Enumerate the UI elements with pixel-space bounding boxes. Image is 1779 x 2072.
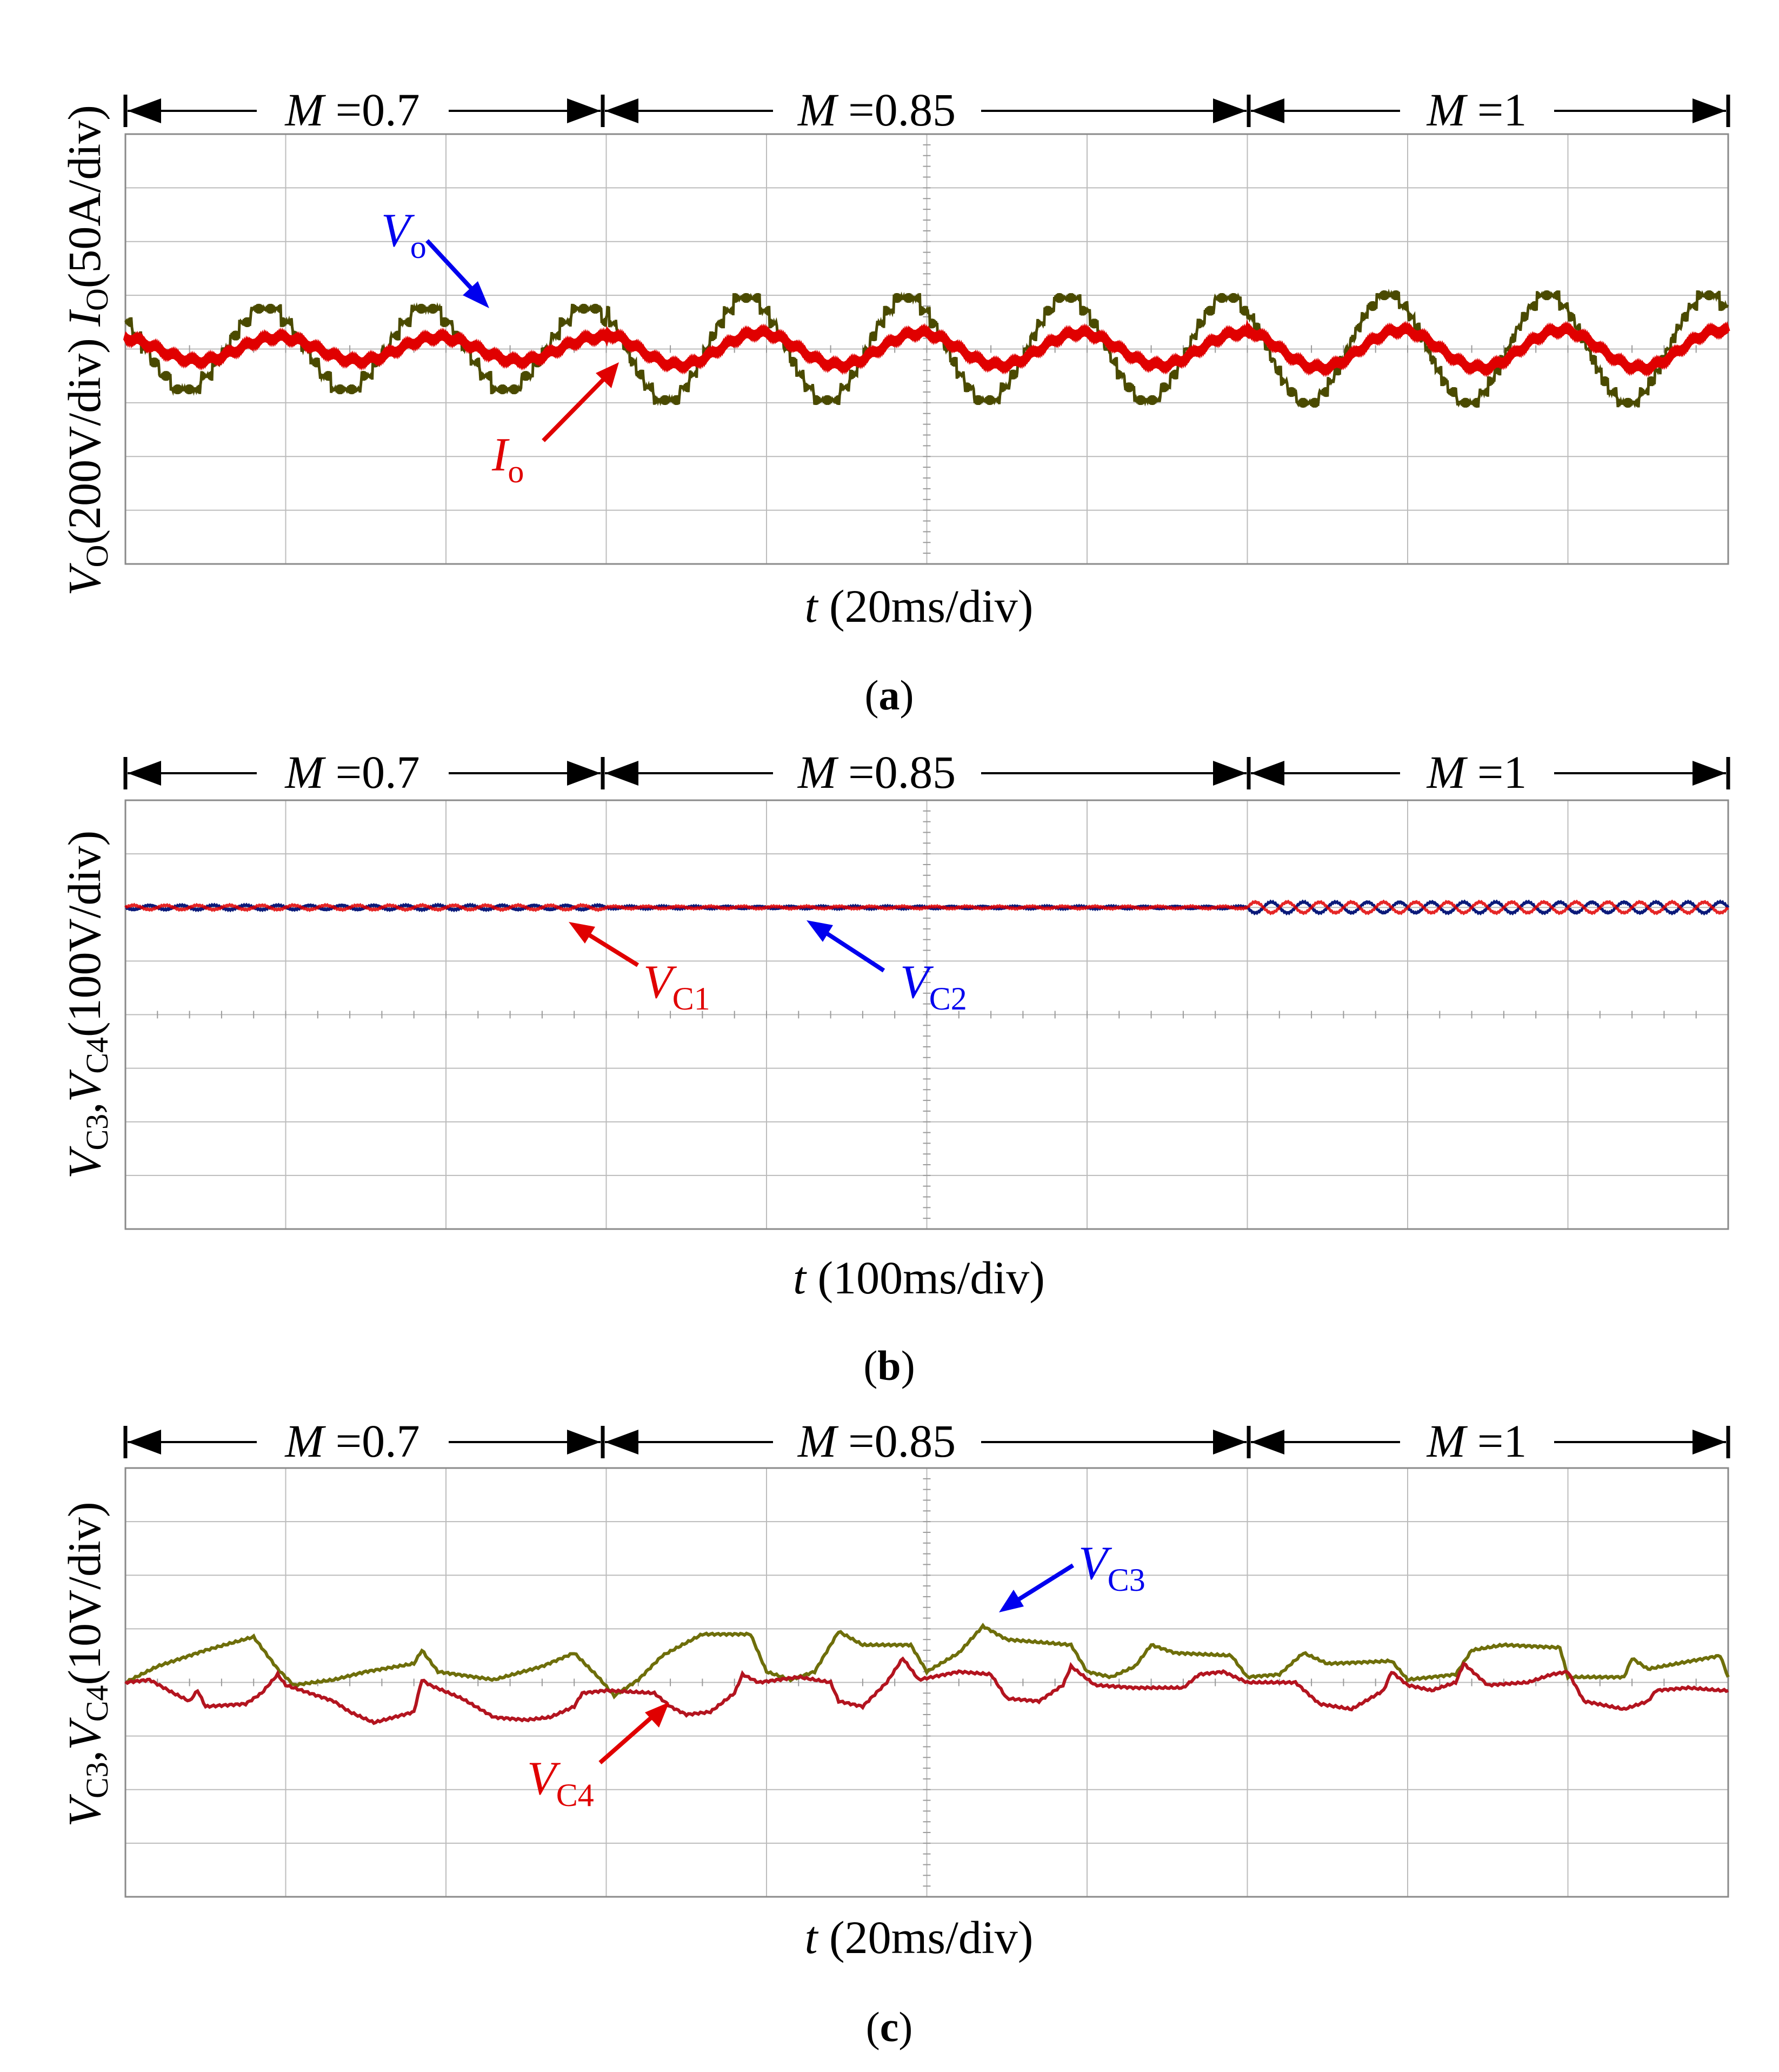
annotation-vc2-arrow	[820, 928, 885, 973]
plot-traces	[123, 288, 1730, 408]
segment-label-2: M =0.85	[797, 746, 956, 798]
arrowhead-left	[1251, 98, 1284, 123]
segment-header: M =0.7 M =0.85 M =1	[123, 1415, 1730, 1467]
arrowhead-left	[605, 98, 638, 123]
arrowhead-right	[1213, 98, 1247, 123]
arrowhead-right	[567, 98, 601, 123]
y-axis-label: VC3,VC4(10V/div)	[58, 1502, 115, 1827]
segment-label-1: M =0.7	[284, 84, 419, 136]
plot-frame	[124, 133, 1729, 565]
series-vo-line	[124, 288, 1729, 408]
annotation-io-label: Io	[491, 429, 524, 489]
annotation-vc4: VC4	[527, 1702, 669, 1813]
arrowhead-left	[1251, 761, 1284, 786]
panel-a-oscillogram: M =0.7 M =0.85 M =1 Vo Io VO(200V/div)	[58, 84, 1730, 719]
arrowhead	[569, 922, 595, 944]
y-axis-label: VO(200V/div) IO(50A/div)	[58, 105, 115, 596]
series-vc4-line	[124, 1656, 1729, 1725]
segment-label-2: M =0.85	[797, 84, 956, 136]
arrowhead-left	[128, 1430, 161, 1455]
arrowhead-left	[1251, 1430, 1284, 1455]
arrowhead-left	[605, 1430, 638, 1455]
annotation-vc3-arrow	[1014, 1563, 1075, 1604]
segment-label-1: M =0.7	[284, 746, 419, 798]
arrowhead-left	[128, 761, 161, 786]
segment-label-3: M =1	[1426, 746, 1527, 798]
x-axis-label: t (20ms/div)	[805, 1911, 1034, 1963]
panel-b-oscillogram: M =0.7 M =0.85 M =1 VC1 VC2 VC3,VC4(100V…	[58, 746, 1730, 1389]
arrowhead-left	[128, 98, 161, 123]
annotation-vc3-label: VC3	[1078, 1537, 1145, 1598]
arrowhead-right	[1213, 1430, 1247, 1455]
annotation-vc3: VC3	[999, 1537, 1145, 1612]
caption-a: (a)	[865, 672, 914, 719]
annotation-vc2-label: VC2	[900, 956, 967, 1017]
arrowhead-right	[1213, 761, 1247, 786]
annotation-vc1-arrow	[582, 929, 639, 967]
segment-label-3: M =1	[1426, 84, 1527, 136]
plot-frame	[124, 799, 1729, 1230]
segment-header: M =0.7 M =0.85 M =1	[123, 84, 1730, 136]
plot-grid	[124, 1467, 1729, 1898]
plot-traces	[124, 899, 1730, 916]
y-axis-label: VC3,VC4(100V/div)	[58, 831, 115, 1179]
annotation-vc1: VC1	[569, 922, 710, 1017]
caption-c: (c)	[866, 2003, 913, 2050]
arrowhead	[596, 362, 619, 388]
annotation-vc4-arrow	[598, 1713, 656, 1765]
segment-label-2: M =0.85	[797, 1415, 956, 1467]
arrowhead	[807, 920, 833, 942]
x-axis-label: t (20ms/div)	[805, 580, 1034, 632]
plot-traces	[124, 1622, 1730, 1725]
series-io-line	[123, 319, 1730, 377]
segment-label-1: M =0.7	[284, 1415, 419, 1467]
series-vc1-line	[124, 899, 1729, 915]
panel-c-oscillogram: M =0.7 M =0.85 M =1 VC3 VC4 VC3,VC4(10V/…	[58, 1415, 1730, 2050]
arrowhead	[645, 1702, 669, 1728]
annotation-vo-label: Vo	[381, 204, 427, 265]
arrowhead-right	[567, 1430, 601, 1455]
arrowhead-right	[1693, 761, 1726, 786]
plot-grid	[124, 799, 1729, 1230]
annotation-io-arrow	[542, 377, 606, 442]
x-axis-label: t (100ms/div)	[793, 1252, 1045, 1304]
arrowhead-right	[1693, 98, 1726, 123]
annotation-vc1-label: VC1	[643, 956, 710, 1017]
arrowhead	[999, 1590, 1024, 1612]
annotation-vo: Vo	[381, 204, 489, 308]
segment-label-3: M =1	[1426, 1415, 1527, 1467]
arrowhead-left	[605, 761, 638, 786]
arrowhead	[463, 281, 489, 308]
annotation-vc2: VC2	[807, 920, 967, 1017]
annotation-vo-arrow	[425, 239, 477, 295]
plot-grid	[124, 133, 1729, 565]
arrowhead-right	[567, 761, 601, 786]
annotation-io: Io	[491, 362, 619, 489]
caption-b: (b)	[863, 1342, 915, 1389]
segment-header: M =0.7 M =0.85 M =1	[123, 746, 1730, 798]
annotation-vc4-label: VC4	[527, 1752, 594, 1813]
arrowhead-right	[1693, 1430, 1726, 1455]
